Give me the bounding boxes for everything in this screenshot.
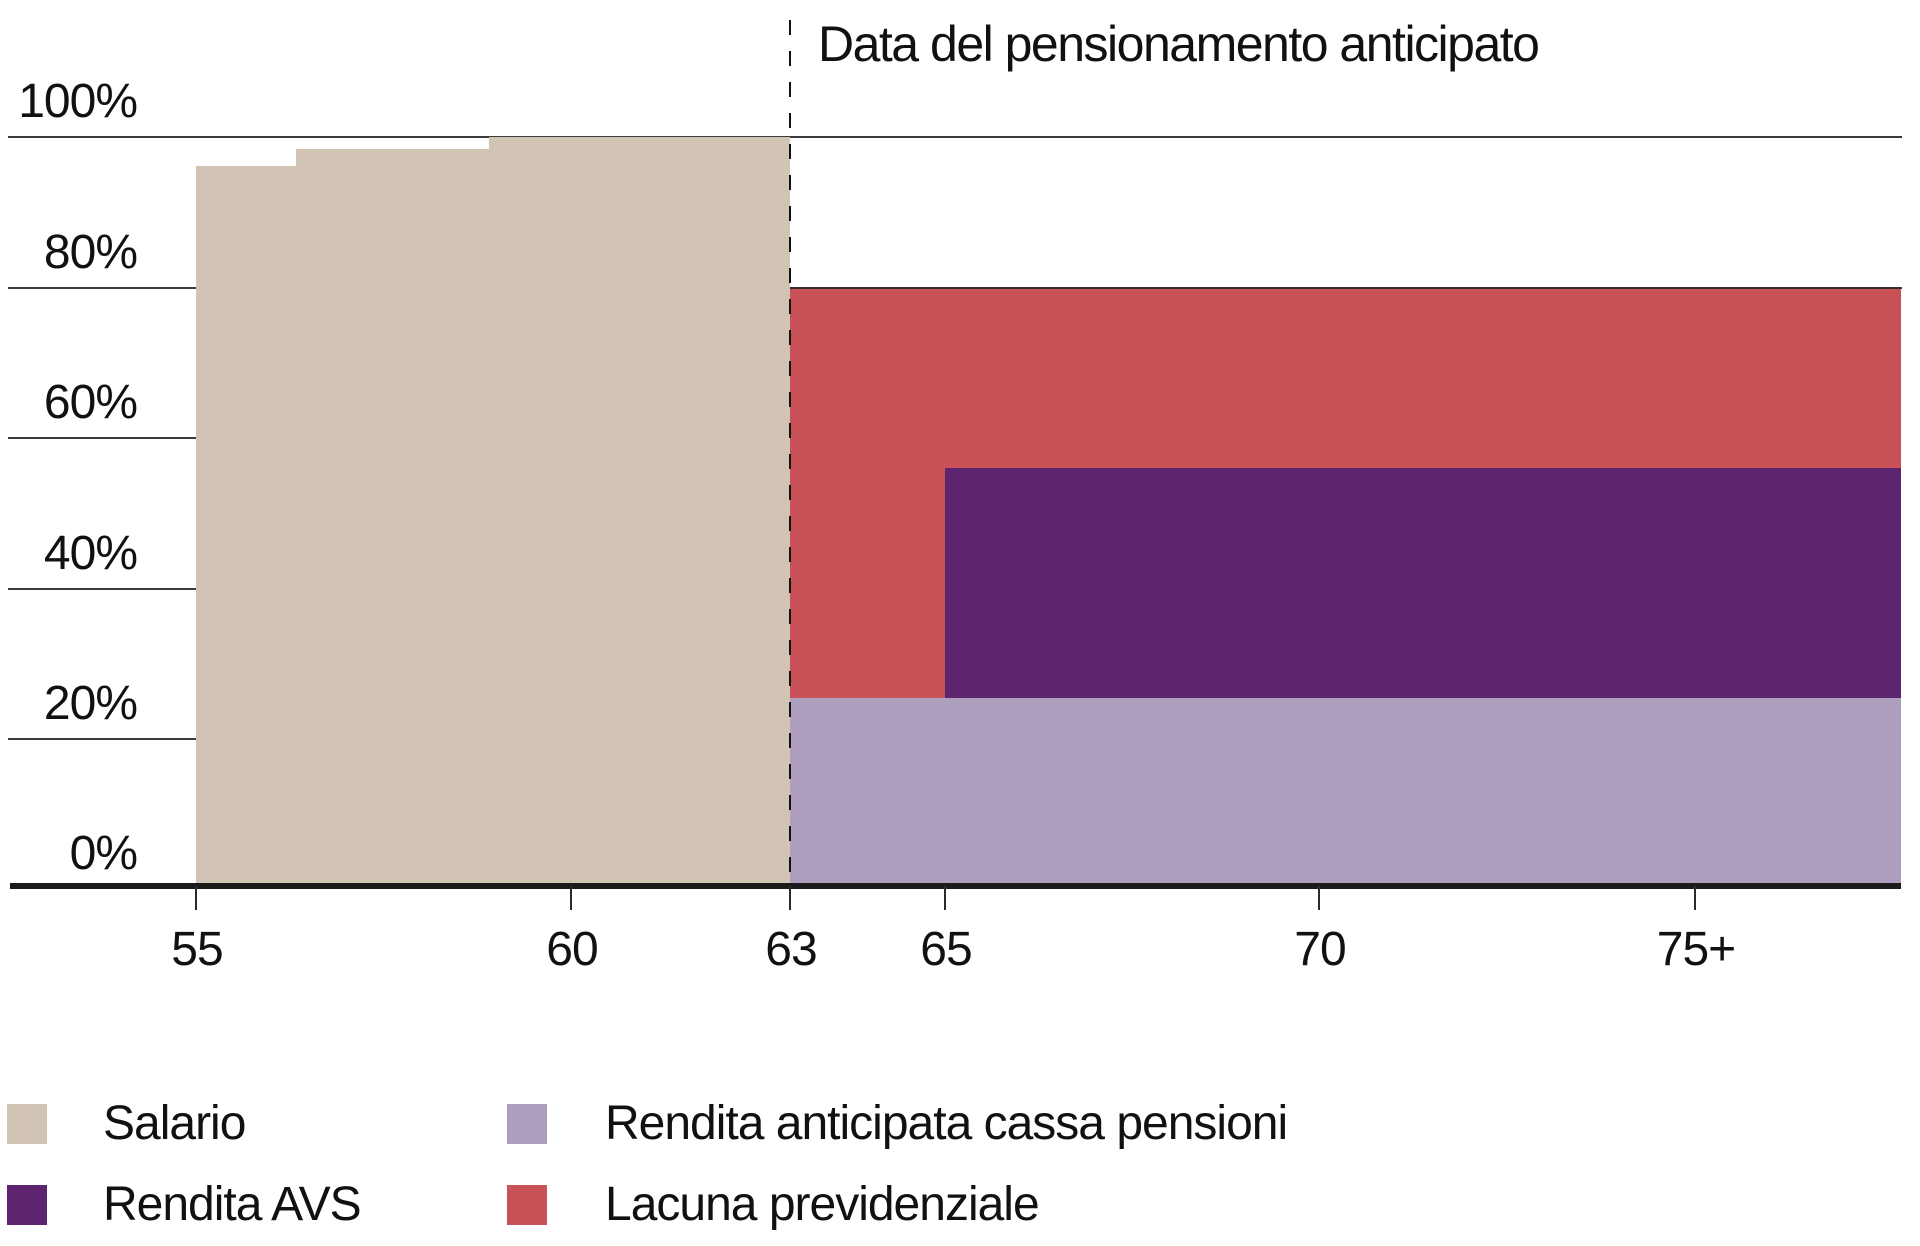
gridline-60: [8, 437, 198, 439]
legend-label-rendita-cassa-pensioni: Rendita anticipata cassa pensioni: [605, 1097, 1288, 1150]
x-tick-63: [789, 886, 791, 910]
y-tick-label-80: 80%: [43, 226, 138, 279]
y-tick-label-100: 100%: [18, 75, 138, 128]
x-tick-70: [1318, 886, 1320, 910]
y-tick-label-40: 40%: [43, 527, 138, 580]
rendita-cassa-pensioni-area: [790, 698, 1901, 884]
legend-label-lacuna-previdenziale: Lacuna previdenziale: [605, 1178, 1040, 1231]
legend-label-rendita-avs: Rendita AVS: [103, 1178, 362, 1231]
salario-area-step-1: [196, 166, 297, 884]
x-tick-label-65: 65: [920, 923, 972, 976]
y-tick-label-20: 20%: [43, 677, 138, 730]
gridline-100: [8, 136, 1902, 138]
x-tick-65: [944, 886, 946, 910]
x-tick-label-70: 70: [1294, 923, 1346, 976]
legend-swatch-rendita-avs: [7, 1185, 47, 1225]
salario-area-step-3: [489, 137, 790, 884]
legend-swatch-lacuna-previdenziale: [507, 1185, 547, 1225]
x-tick-75: [1694, 886, 1696, 910]
legend-swatch-salario: [7, 1104, 47, 1144]
salario-area-step-2: [296, 149, 490, 884]
legend-swatch-rendita-cassa-pensioni: [507, 1104, 547, 1144]
x-tick-60: [570, 886, 572, 910]
x-tick-label-75plus: 75+: [1656, 923, 1736, 976]
x-tick-label-55: 55: [171, 923, 223, 976]
gridline-20: [8, 738, 198, 740]
legend-label-salario: Salario: [103, 1097, 246, 1150]
rendita-avs-area: [945, 468, 1901, 699]
y-tick-label-60: 60%: [43, 376, 138, 429]
early-retirement-label: Data del pensionamento anticipato: [818, 16, 1540, 72]
y-tick-label-0: 0%: [69, 827, 138, 880]
x-axis-line: [10, 883, 1901, 889]
gridline-40: [8, 588, 198, 590]
x-tick-label-60: 60: [546, 923, 598, 976]
x-tick-55: [195, 886, 197, 910]
x-tick-label-63: 63: [765, 923, 817, 976]
early-retirement-dashed-line: [789, 20, 791, 886]
